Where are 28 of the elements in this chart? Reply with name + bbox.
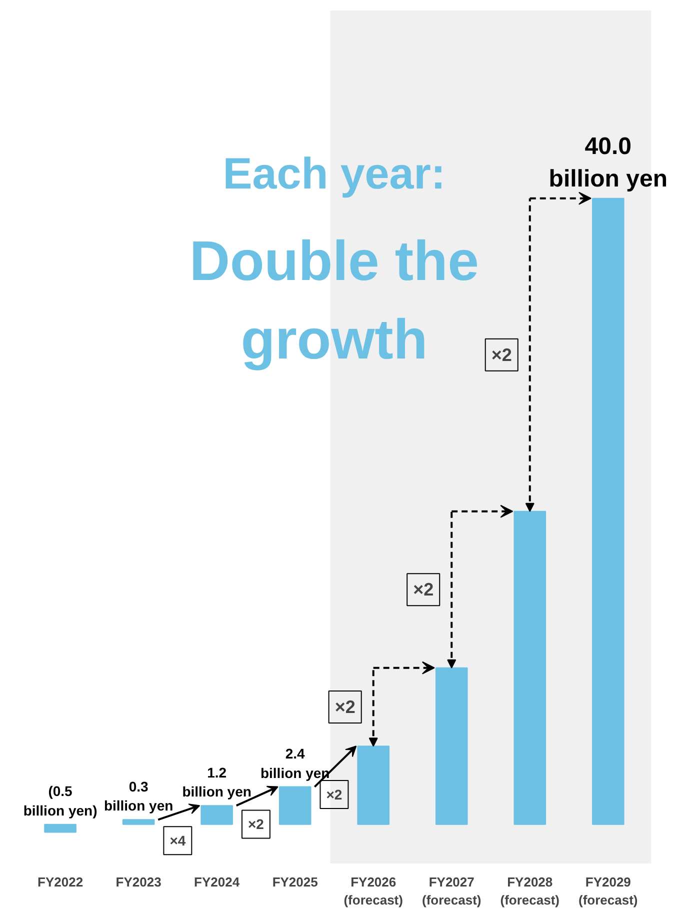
bar — [592, 198, 624, 825]
annotation: ×2 — [491, 344, 512, 365]
annotation: ×2 — [413, 580, 434, 600]
bar — [514, 510, 546, 825]
bar — [122, 819, 155, 825]
annotation: Each year: — [222, 149, 446, 198]
bar — [200, 805, 233, 825]
data-label: 0.3 billion yen — [104, 778, 174, 814]
x-tick-label: FY2023 — [116, 874, 162, 890]
x-tick-label: FY2027 (forecast) — [422, 874, 482, 908]
data-label: (0.5 billion yen) — [23, 783, 98, 818]
annotation: ×2 — [326, 786, 342, 802]
annotation: ×2 — [334, 696, 356, 717]
annotation: ×4 — [170, 832, 186, 849]
x-tick-label: FY2024 — [194, 874, 240, 890]
data-label: 1.2 billion yen — [182, 764, 252, 800]
x-tick-label: FY2025 — [272, 874, 318, 890]
annotation: ×2 — [248, 816, 264, 832]
bar — [44, 824, 76, 833]
data-label: 40.0 billion yen — [548, 132, 668, 192]
x-tick-label: FY2022 — [38, 874, 84, 890]
bar — [435, 667, 468, 825]
annotation: Double the growth — [190, 229, 479, 370]
x-tick-label: FY2028 (forecast) — [500, 874, 560, 908]
bar — [357, 746, 390, 825]
x-tick-label: FY2029 (forecast) — [578, 874, 638, 908]
bar — [278, 786, 312, 825]
x-tick-label: FY2026 (forecast) — [344, 874, 403, 908]
